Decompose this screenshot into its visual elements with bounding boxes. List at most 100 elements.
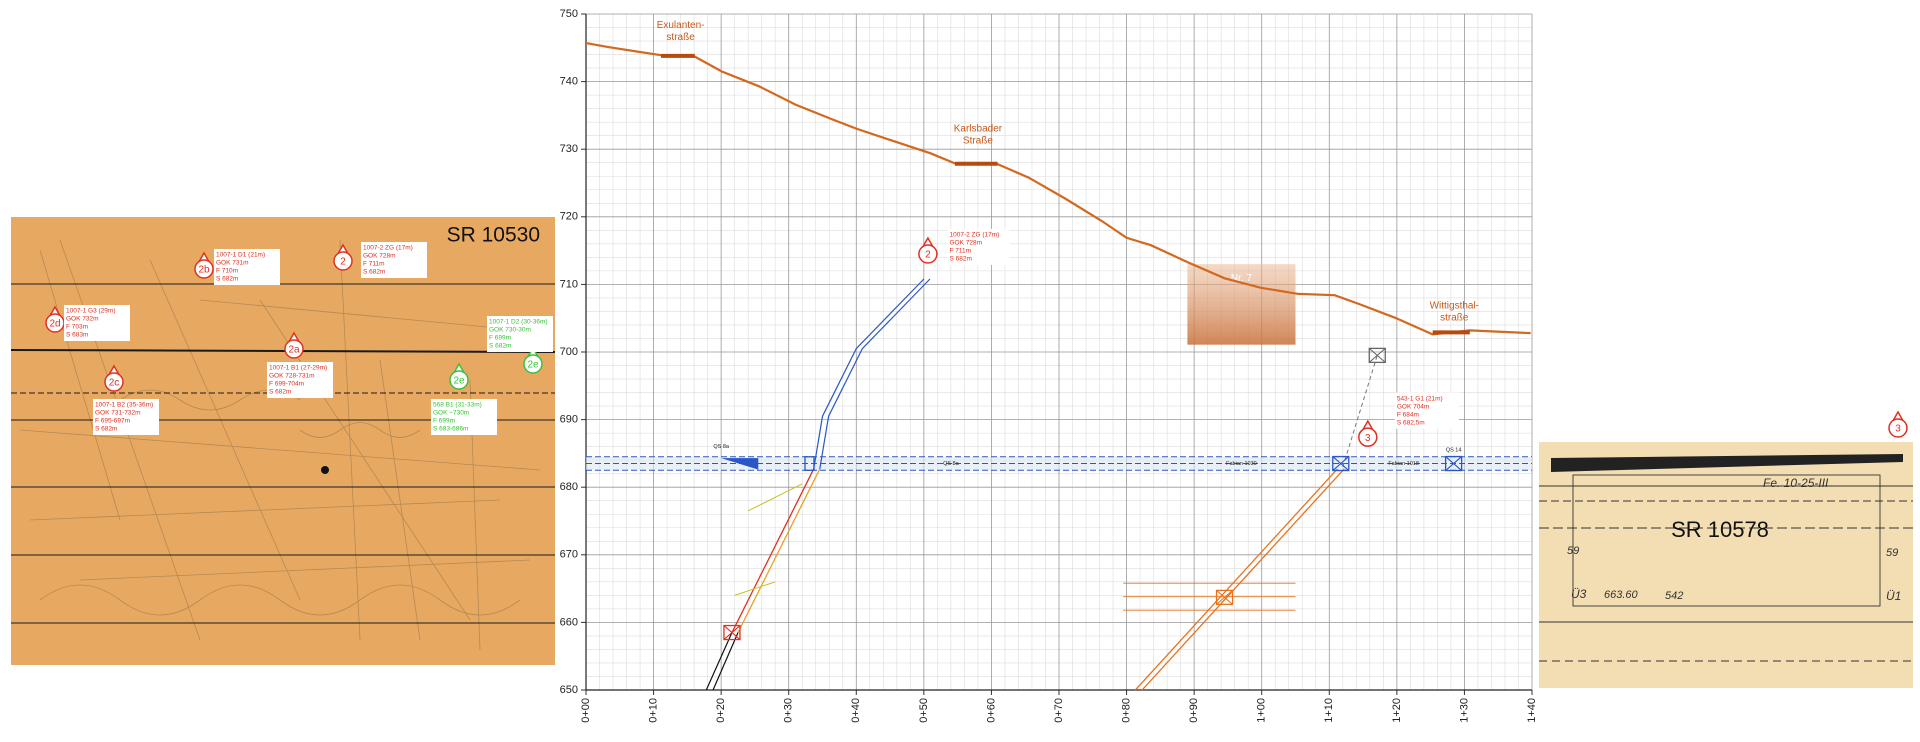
borehole-box [214, 249, 280, 285]
marker-label: 2e [527, 360, 539, 371]
map-wedge [1551, 454, 1903, 472]
borehole-text: S 682m [363, 269, 385, 276]
section-label: Fabian 1030 [1226, 461, 1257, 467]
pipe [1141, 468, 1345, 691]
section-label: QS 8a [943, 461, 960, 467]
marker-circle [918, 244, 938, 264]
marker-label: 2 [925, 250, 931, 261]
section-wedge [721, 458, 759, 470]
pipe [1134, 468, 1338, 691]
section-label: Fabian 1018 [1388, 461, 1419, 467]
section-box [1215, 589, 1234, 606]
borehole-box [431, 399, 497, 435]
borehole-text: GOK 704m [1397, 403, 1430, 410]
x-tick-label: 0+50 [918, 698, 930, 723]
map-note: 542 [1665, 590, 1683, 602]
pipe [712, 632, 739, 691]
borehole-text: GOK 731-732m [95, 410, 141, 417]
borehole-text: F 710m [216, 268, 238, 275]
y-tick-label: 660 [560, 616, 578, 628]
map-lines [1539, 474, 1913, 662]
borehole-text: S 682m [216, 276, 238, 283]
pipe-section [747, 483, 803, 512]
dashed-link [1342, 355, 1378, 468]
borehole-text: 1007-1 D2 (30-36m) [489, 319, 548, 326]
borehole-box [487, 316, 553, 352]
marker-label: 2a [288, 345, 300, 356]
map-dot [321, 466, 329, 474]
borehole-text: S 683m [66, 332, 88, 339]
pipe [813, 278, 925, 470]
street-label: Karlsbader [954, 124, 1003, 135]
borehole-text: S 682,5m [1397, 419, 1425, 426]
terrain-line [585, 42, 1531, 336]
street-label: Wittigsthal- [1430, 301, 1479, 312]
borehole-box [64, 305, 130, 341]
highlight-box [1187, 264, 1296, 345]
marker-label: 2e [453, 376, 465, 387]
borehole-text: S 682m [95, 426, 117, 433]
map-note: Ü1 [1886, 589, 1901, 603]
borehole-text: F 711m [950, 248, 972, 255]
profile-chart: 650 660 670 680 690 700 710 720 730 740 750 0+00 0+1… [560, 8, 1538, 723]
section-cross [1332, 456, 1350, 471]
borehole-text: 1007-2 ZG (17m) [363, 245, 413, 252]
borehole-text: 1007-1 D1 (21m) [216, 252, 265, 259]
pipe [737, 468, 821, 633]
pipe [819, 278, 931, 470]
marker-circle [1358, 427, 1378, 447]
section-cross [1368, 347, 1386, 363]
map-note: 59 [1886, 547, 1898, 559]
borehole-text: GOK ~730m [433, 410, 469, 417]
section-cross [1216, 589, 1233, 605]
borehole-text: F 684m [1397, 411, 1419, 418]
pipe-section [734, 581, 776, 596]
borehole-text: F 703m [66, 324, 88, 331]
x-tick-label: 0+10 [647, 698, 659, 723]
section-cross [723, 625, 741, 640]
borehole-text: GOK 732m [66, 316, 99, 323]
marker-circle [1888, 418, 1908, 438]
x-tick-label: 1+20 [1391, 698, 1403, 723]
marker-circle [523, 354, 543, 374]
y-tick-label: 750 [560, 8, 578, 20]
marker-circle [284, 339, 304, 359]
borehole-box [93, 399, 159, 435]
x-tick-label: 1+10 [1323, 698, 1335, 723]
marker-label: 2c [109, 378, 120, 389]
right-panel: SR 10578 3 Fe. 10-25-III 663.60 542 Ü3 Ü1 59 59 [1539, 410, 1913, 688]
borehole-text: F 699-704m [269, 381, 304, 388]
y-tick-label: 650 [560, 684, 578, 696]
map-note: Fe. 10-25-III [1763, 476, 1829, 490]
x-tick-label: 0+00 [580, 698, 592, 723]
marker-circle [449, 370, 469, 390]
borehole-text: 1007-1 G3 (29m) [66, 308, 116, 315]
borehole-box [947, 228, 1010, 265]
borehole-box [267, 362, 333, 398]
x-tick-label: 1+00 [1256, 698, 1268, 723]
marker-label: 3 [1365, 433, 1371, 444]
borehole-box [361, 242, 427, 278]
panel-title: SR 10530 [447, 224, 540, 247]
pencil-sketch [19, 239, 541, 651]
x-tick-label: 0+60 [985, 698, 997, 723]
marker-label: 2 [340, 257, 346, 268]
map-note: 663.60 [1604, 589, 1639, 601]
pipe [705, 632, 733, 691]
marker-circle [194, 259, 214, 279]
section-box [804, 456, 815, 471]
borehole-text: 1007-1 B2 (35-36m) [95, 402, 153, 409]
x-tick-label: 0+20 [715, 698, 727, 723]
x-tick-label: 0+70 [1053, 698, 1065, 723]
borehole-box [1394, 392, 1459, 429]
highlight-label: Nr. 7 [1231, 273, 1253, 284]
borehole-text: 1007-2 ZG (17m) [950, 232, 1000, 239]
y-tick-label: 700 [560, 346, 578, 358]
section-box [1332, 455, 1350, 472]
marker-label: 3 [1895, 424, 1901, 435]
street-label: Straße [963, 136, 993, 147]
x-tick-label: 0+90 [1188, 698, 1200, 723]
marker-label: 2d [49, 319, 60, 330]
map-background [11, 217, 555, 665]
